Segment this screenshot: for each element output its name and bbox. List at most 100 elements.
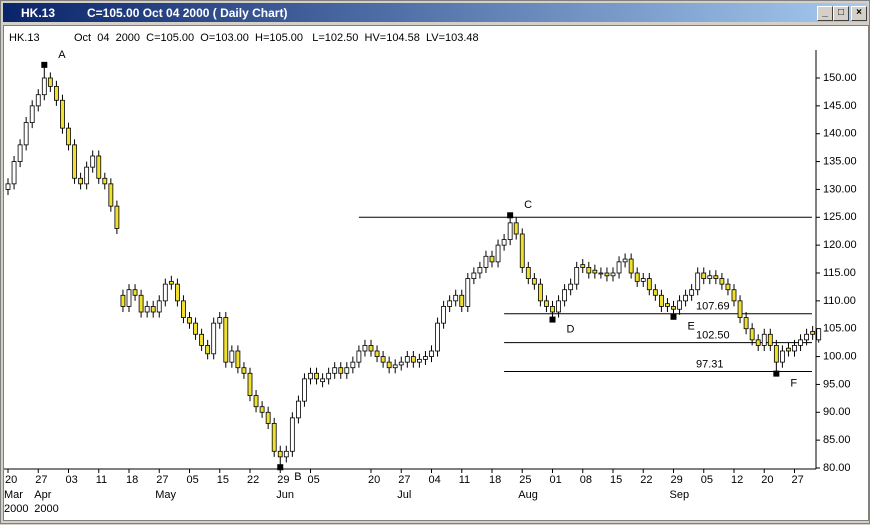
x-tick-label: 03: [66, 474, 78, 486]
candle-body: [507, 222, 513, 240]
candle-body: [773, 345, 779, 363]
candle-body: [410, 356, 416, 363]
candle-body: [441, 306, 447, 324]
y-tick-label: 110.00: [823, 295, 856, 307]
y-tick-label: 90.00: [823, 406, 851, 418]
candle-body: [380, 356, 386, 363]
month-label: May: [155, 489, 176, 501]
candle-body: [483, 255, 489, 268]
candle-body: [477, 267, 483, 274]
x-tick-label: 25: [519, 474, 531, 486]
x-tick-label: 04: [429, 474, 441, 486]
candle-body: [332, 367, 338, 374]
candle-body: [519, 233, 525, 268]
candle-body: [114, 205, 120, 229]
candle-body: [66, 127, 71, 146]
candle-body: [320, 378, 326, 383]
candle-body: [374, 350, 380, 357]
candle-body: [574, 267, 580, 285]
candle-body: [404, 356, 410, 363]
level-label: 107.69: [696, 301, 730, 313]
x-tick-label: 27: [792, 474, 804, 486]
candle-body: [344, 367, 350, 374]
x-tick-label: 20: [368, 474, 380, 486]
x-tick-label: 15: [217, 474, 229, 486]
window-title: C=105.00 Oct 04 2000 ( Daily Chart): [87, 6, 288, 20]
x-tick-label: 05: [701, 474, 713, 486]
candle-body: [707, 275, 713, 279]
x-tick-label: 20: [761, 474, 773, 486]
year-label: 2000: [4, 503, 28, 515]
candle-body: [538, 283, 543, 302]
month-label: Sep: [670, 489, 690, 501]
candle-body: [562, 289, 567, 302]
candle-body: [259, 406, 265, 413]
candle-body: [471, 272, 477, 279]
x-tick-label: 27: [398, 474, 410, 486]
candle-body: [247, 372, 253, 396]
candle-body: [54, 85, 59, 101]
candle-body: [531, 278, 537, 285]
pivot-label: B: [294, 471, 301, 483]
candle-body: [495, 244, 501, 263]
candle-body: [767, 333, 773, 346]
candle-body: [416, 358, 422, 363]
y-tick-label: 145.00: [823, 100, 857, 112]
close-button[interactable]: ×: [851, 6, 867, 21]
month-label: Apr: [34, 489, 51, 501]
candle-body: [41, 77, 47, 96]
candle-body: [683, 294, 688, 302]
level-label: 102.50: [696, 330, 730, 342]
candle-body: [689, 289, 695, 296]
y-tick-label: 115.00: [823, 267, 856, 279]
candle-body: [168, 280, 174, 285]
chart: HK.13 Oct 04 2000 C=105.00 O=103.00 H=10…: [4, 32, 857, 515]
x-tick-label: 29: [671, 474, 683, 486]
candle-body: [60, 99, 65, 129]
candle-body: [671, 306, 676, 310]
month-label: Jun: [276, 489, 294, 501]
candle-body: [429, 350, 434, 357]
candle-body: [798, 339, 803, 346]
candle-body: [35, 94, 41, 107]
candle-body: [810, 331, 816, 335]
candle-body: [289, 417, 295, 452]
candle-body: [423, 356, 428, 360]
candle-body: [253, 395, 259, 408]
candle-body: [398, 361, 404, 366]
y-tick-label: 125.00: [823, 211, 857, 223]
x-tick-label: 01: [550, 474, 562, 486]
candle-body: [314, 372, 319, 380]
x-tick-label: 22: [247, 474, 259, 486]
candle-body: [622, 258, 628, 263]
x-tick-label: 22: [640, 474, 652, 486]
candle-body: [362, 345, 368, 352]
candle-body: [120, 294, 126, 307]
y-tick-label: 150.00: [823, 72, 857, 84]
x-tick-label: 27: [35, 474, 47, 486]
candle-body: [713, 275, 719, 279]
candle-body: [646, 278, 652, 291]
candle-body: [96, 155, 102, 179]
pivot-label: A: [58, 49, 66, 61]
minimize-button[interactable]: _: [817, 6, 833, 21]
candle-body: [368, 345, 374, 352]
candle-body: [780, 350, 785, 363]
candle-body: [447, 300, 453, 307]
candle-body: [138, 294, 144, 313]
maximize-button[interactable]: □: [833, 6, 849, 21]
year-label: 2000: [34, 503, 58, 515]
candle-body: [302, 378, 307, 402]
candle-body: [792, 345, 797, 352]
candle-body: [229, 350, 235, 363]
candle-body: [731, 289, 737, 302]
month-label: Jul: [397, 489, 411, 501]
candle-body: [78, 177, 83, 185]
candle-body: [652, 289, 658, 296]
y-tick-label: 135.00: [823, 155, 857, 167]
x-tick-label: 08: [580, 474, 592, 486]
candle-body: [181, 300, 186, 318]
pivot-marker: [277, 464, 284, 471]
candle-body: [453, 294, 459, 302]
candle-body: [72, 144, 77, 179]
